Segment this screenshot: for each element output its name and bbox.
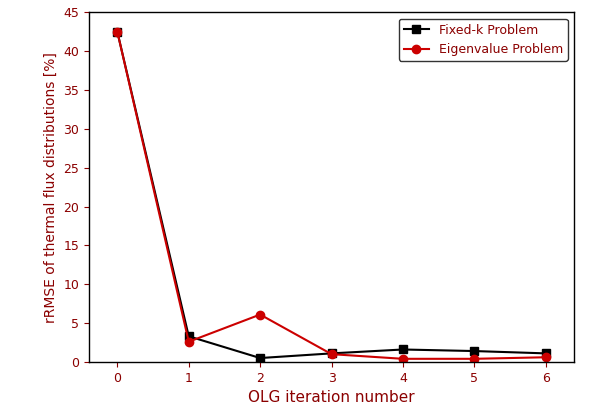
- Line: Fixed-k Problem: Fixed-k Problem: [113, 28, 550, 362]
- Eigenvalue Problem: [114, 30, 121, 35]
- Fixed-k Problem: [328, 351, 335, 356]
- Fixed-k Problem: [471, 349, 478, 354]
- Eigenvalue Problem: [328, 352, 335, 357]
- Eigenvalue Problem: [256, 312, 263, 317]
- Eigenvalue Problem: [185, 339, 192, 344]
- Fixed-k Problem: [542, 351, 549, 356]
- Legend: Fixed-k Problem, Eigenvalue Problem: Fixed-k Problem, Eigenvalue Problem: [399, 19, 568, 61]
- Eigenvalue Problem: [471, 357, 478, 362]
- Fixed-k Problem: [256, 356, 263, 361]
- Eigenvalue Problem: [542, 355, 549, 360]
- Line: Eigenvalue Problem: Eigenvalue Problem: [113, 28, 550, 363]
- Eigenvalue Problem: [400, 357, 407, 362]
- X-axis label: OLG iteration number: OLG iteration number: [248, 390, 415, 405]
- Fixed-k Problem: [114, 30, 121, 35]
- Y-axis label: rRMSE of thermal flux distributions [%]: rRMSE of thermal flux distributions [%]: [44, 52, 57, 323]
- Fixed-k Problem: [400, 347, 407, 352]
- Fixed-k Problem: [185, 334, 192, 339]
